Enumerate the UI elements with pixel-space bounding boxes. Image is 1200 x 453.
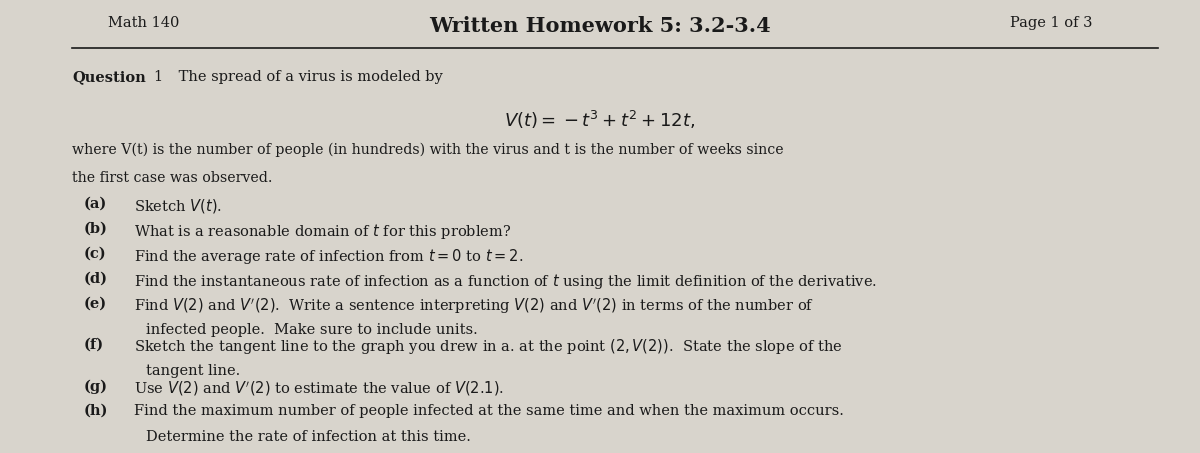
Text: Math 140: Math 140 [108,16,179,30]
Text: Find the maximum number of people infected at the same time and when the maximum: Find the maximum number of people infect… [134,404,845,418]
Text: (c): (c) [84,247,107,261]
Text: Use $V(2)$ and $V'(2)$ to estimate the value of $V(2.1)$.: Use $V(2)$ and $V'(2)$ to estimate the v… [134,379,504,398]
Text: (f): (f) [84,337,104,352]
Text: Determine the rate of infection at this time.: Determine the rate of infection at this … [146,430,472,444]
Text: Find the instantaneous rate of infection as a function of $t$ using the limit de: Find the instantaneous rate of infection… [134,272,877,291]
Text: (a): (a) [84,197,107,211]
Text: (b): (b) [84,222,108,236]
Text: Page 1 of 3: Page 1 of 3 [1009,16,1092,30]
Text: What is a reasonable domain of $t$ for this problem?: What is a reasonable domain of $t$ for t… [134,222,512,241]
Text: 1: 1 [154,70,162,84]
Text: Find the average rate of infection from $t = 0$ to $t = 2$.: Find the average rate of infection from … [134,247,523,266]
Text: Written Homework 5: 3.2-3.4: Written Homework 5: 3.2-3.4 [430,16,770,36]
Text: Sketch the tangent line to the graph you drew in a. at the point $(2, V(2))$.  S: Sketch the tangent line to the graph you… [134,337,842,357]
Text: where V(t) is the number of people (in hundreds) with the virus and t is the num: where V(t) is the number of people (in h… [72,143,784,157]
Text: Sketch $V(t)$.: Sketch $V(t)$. [134,197,222,215]
Text: (e): (e) [84,297,107,311]
Text: Find $V(2)$ and $V'(2)$.  Write a sentence interpreting $V(2)$ and $V'(2)$ in te: Find $V(2)$ and $V'(2)$. Write a sentenc… [134,297,815,316]
Text: The spread of a virus is modeled by: The spread of a virus is modeled by [174,70,443,84]
Text: $V(t) = -t^3 + t^2 + 12t,$: $V(t) = -t^3 + t^2 + 12t,$ [504,109,696,131]
Text: Question: Question [72,70,145,84]
Text: (g): (g) [84,379,108,394]
Text: infected people.  Make sure to include units.: infected people. Make sure to include un… [146,323,478,337]
Text: (h): (h) [84,404,108,418]
Text: (d): (d) [84,272,108,286]
Text: the first case was observed.: the first case was observed. [72,171,272,185]
Text: tangent line.: tangent line. [146,364,241,378]
